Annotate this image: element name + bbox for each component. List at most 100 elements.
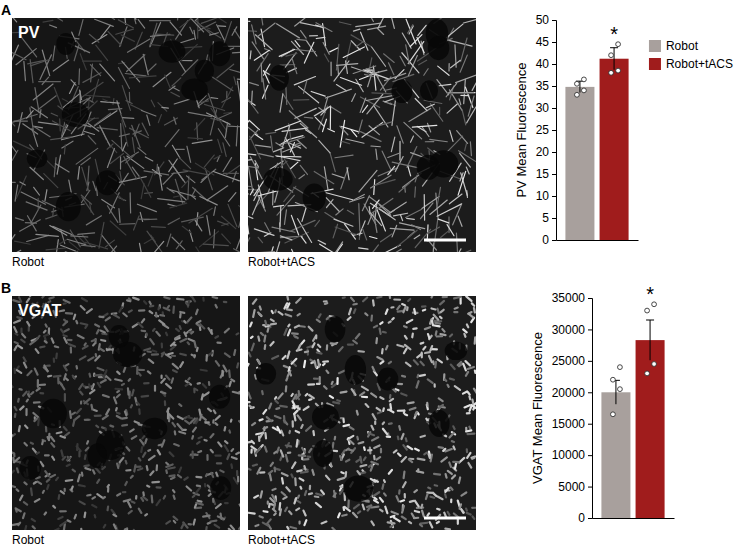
micrograph-texture bbox=[415, 229, 430, 247]
micrograph-texture bbox=[286, 444, 291, 447]
micrograph-texture bbox=[474, 389, 476, 394]
micrograph-texture bbox=[221, 372, 224, 378]
micrograph-texture bbox=[402, 517, 406, 520]
micrograph-texture bbox=[204, 155, 214, 167]
micrograph-texture bbox=[326, 89, 352, 98]
micrograph-texture bbox=[148, 171, 154, 186]
micrograph-texture bbox=[174, 99, 189, 104]
micrograph-texture bbox=[191, 195, 196, 199]
micrograph-texture bbox=[300, 478, 304, 480]
micrograph-texture bbox=[467, 412, 470, 414]
micrograph-texture bbox=[439, 84, 451, 85]
micrograph-texture bbox=[20, 329, 22, 333]
micrograph-texture bbox=[144, 382, 148, 384]
micrograph-texture bbox=[181, 39, 194, 43]
micrograph-texture bbox=[122, 142, 126, 150]
micrograph-texture bbox=[206, 455, 208, 460]
micrograph-texture bbox=[287, 308, 292, 311]
micrograph-texture bbox=[467, 513, 471, 515]
micrograph-texture bbox=[324, 300, 327, 302]
micrograph-texture bbox=[205, 474, 208, 476]
panel-letter: A bbox=[1, 2, 11, 18]
micrograph-texture bbox=[230, 464, 233, 467]
micrograph-texture bbox=[438, 497, 443, 500]
micrograph-texture bbox=[29, 296, 30, 297]
micrograph-texture bbox=[76, 148, 98, 164]
micrograph-texture bbox=[198, 382, 200, 385]
micrograph-texture bbox=[122, 424, 127, 427]
micrograph-texture bbox=[143, 497, 147, 500]
micrograph-texture bbox=[211, 519, 217, 522]
micrograph-texture bbox=[28, 394, 30, 397]
micrograph-texture bbox=[237, 81, 240, 108]
micrograph-texture bbox=[74, 315, 75, 319]
micrograph-texture bbox=[215, 525, 220, 528]
micrograph-texture bbox=[64, 366, 67, 371]
micrograph-texture bbox=[372, 300, 375, 305]
micrograph-texture bbox=[145, 514, 147, 515]
micrograph-texture bbox=[119, 307, 122, 311]
micrograph-texture bbox=[117, 395, 120, 398]
micrograph-texture bbox=[197, 485, 200, 488]
micrograph-texture bbox=[270, 474, 271, 480]
micrograph-texture bbox=[141, 110, 155, 115]
micrograph-texture bbox=[184, 321, 185, 323]
micrograph-texture bbox=[377, 28, 383, 34]
micrograph-texture bbox=[172, 307, 175, 313]
micrograph-texture bbox=[401, 215, 403, 221]
micrograph-texture bbox=[79, 20, 83, 36]
micrograph-cell bbox=[269, 65, 289, 91]
micrograph-cell bbox=[27, 149, 48, 168]
micrograph-texture bbox=[120, 458, 124, 462]
micrograph-texture bbox=[72, 487, 73, 490]
micrograph-texture bbox=[369, 447, 372, 453]
micrograph-texture bbox=[142, 123, 148, 135]
micrograph-texture bbox=[81, 473, 84, 476]
micrograph-texture bbox=[68, 457, 71, 461]
micrograph-texture bbox=[319, 140, 330, 153]
micrograph-texture bbox=[316, 23, 332, 32]
micrograph-texture bbox=[401, 393, 406, 395]
micrograph-texture bbox=[341, 471, 343, 474]
micrograph-texture bbox=[189, 339, 194, 341]
micrograph-texture bbox=[122, 384, 124, 385]
micrograph-texture bbox=[159, 444, 162, 447]
micrograph-texture bbox=[458, 362, 461, 365]
micrograph-texture bbox=[60, 436, 65, 438]
micrograph-texture bbox=[67, 465, 70, 466]
micrograph-texture bbox=[215, 423, 217, 425]
micrograph-texture bbox=[368, 433, 374, 435]
micrograph-texture bbox=[388, 153, 401, 158]
micrograph-texture bbox=[82, 167, 89, 190]
micrograph-texture bbox=[451, 487, 453, 489]
micrograph-texture bbox=[248, 401, 250, 403]
micrograph-texture bbox=[133, 298, 139, 300]
micrograph-texture bbox=[127, 299, 130, 302]
micrograph-texture bbox=[415, 511, 419, 512]
micrograph-texture bbox=[54, 87, 63, 111]
micrograph-texture bbox=[79, 384, 82, 389]
micrograph-texture bbox=[438, 66, 449, 75]
micrograph-texture bbox=[51, 443, 54, 446]
micrograph-texture bbox=[14, 320, 20, 322]
micrograph-texture bbox=[100, 64, 115, 81]
micrograph-texture bbox=[236, 471, 238, 475]
micrograph-texture bbox=[260, 471, 264, 473]
micrograph-texture bbox=[327, 317, 329, 319]
micrograph-texture bbox=[129, 92, 131, 102]
micrograph-texture bbox=[359, 203, 360, 230]
micrograph-texture bbox=[456, 233, 457, 252]
micrograph-texture bbox=[308, 455, 311, 457]
micrograph-texture bbox=[80, 392, 82, 395]
micrograph-texture bbox=[126, 469, 130, 472]
micrograph-texture bbox=[34, 401, 40, 404]
micrograph-texture bbox=[430, 496, 434, 499]
micrograph-texture bbox=[293, 49, 316, 51]
micrograph-texture bbox=[324, 54, 328, 62]
micrograph-texture bbox=[45, 513, 47, 515]
micrograph-texture bbox=[42, 296, 44, 297]
micrograph-texture bbox=[414, 490, 417, 492]
micrograph-texture bbox=[101, 25, 111, 37]
micrograph-texture bbox=[85, 468, 90, 470]
micrograph-texture bbox=[466, 372, 468, 376]
